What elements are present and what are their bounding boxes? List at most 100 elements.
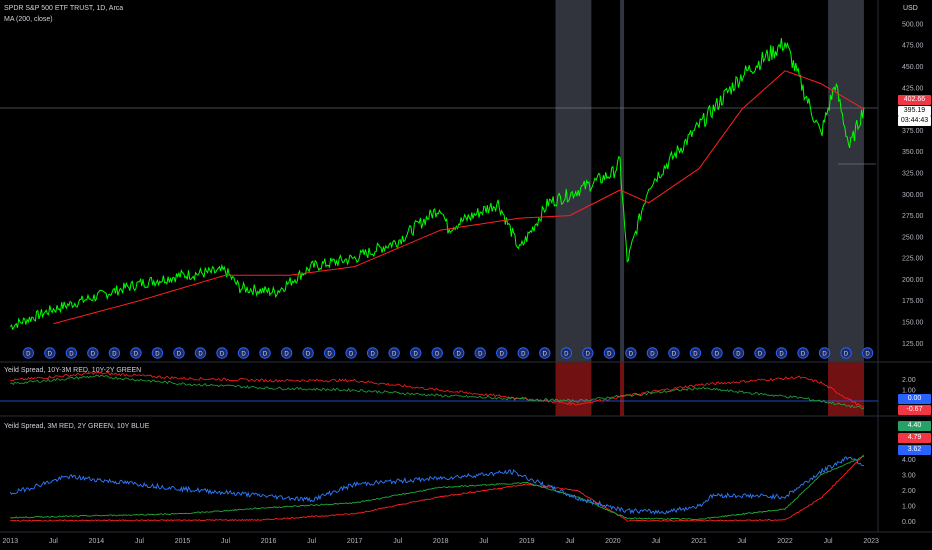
svg-text:D: D — [134, 352, 139, 358]
time-label-18: 2022 — [777, 538, 793, 545]
spread-line-10y-2y — [10, 374, 864, 410]
svg-text:D: D — [650, 352, 655, 358]
crosshair-time-tag: 03:44:43 — [898, 116, 931, 126]
dividend-marker-19: D — [431, 347, 443, 359]
time-label-9: Jul — [393, 538, 402, 545]
price-tick-15: 125.00 — [902, 341, 924, 348]
svg-text:D: D — [349, 352, 354, 358]
svg-text:D: D — [521, 352, 526, 358]
svg-text:D: D — [844, 352, 849, 358]
dividend-marker-21: D — [474, 347, 486, 359]
spread-line-10y-3m — [10, 371, 865, 409]
time-label-11: Jul — [479, 538, 488, 545]
recession-band-2 — [828, 0, 864, 416]
svg-text:D: D — [414, 352, 419, 358]
dividend-marker-37: D — [818, 347, 831, 359]
svg-text:D: D — [241, 352, 246, 358]
dividend-marker-16: D — [366, 347, 379, 359]
yield-legend[interactable]: Yeild Spread, 3M RED, 2Y GREEN, 10Y BLUE — [4, 423, 150, 430]
svg-text:D: D — [801, 352, 806, 358]
inversion-band-1 — [620, 362, 625, 416]
price-tick-1: 475.00 — [902, 43, 924, 50]
yield-line-10y — [9, 456, 865, 515]
dividend-marker-34: D — [754, 347, 766, 359]
price-tick-3: 425.00 — [902, 85, 924, 92]
dividend-marker-31: D — [689, 347, 702, 359]
yield-red-tag: 4.79 — [898, 433, 931, 443]
svg-text:D: D — [500, 352, 505, 358]
price-tick-8: 300.00 — [902, 192, 924, 199]
svg-text:D: D — [672, 352, 677, 358]
time-label-15: Jul — [651, 538, 660, 545]
svg-text:D: D — [865, 352, 870, 358]
dividend-marker-13: D — [302, 347, 314, 359]
svg-text:D: D — [607, 352, 612, 358]
dividend-marker-7: D — [173, 347, 185, 359]
time-label-16: 2021 — [691, 538, 707, 545]
time-label-13: Jul — [565, 538, 574, 545]
svg-text:D: D — [220, 352, 225, 358]
spread-blue-tag: 0.00 — [898, 394, 931, 404]
spread-legend[interactable]: Yeild Spread, 10Y-3M RED, 10Y-2Y GREEN — [4, 367, 142, 374]
inversion-band-0 — [555, 362, 592, 416]
dividend-marker-24: D — [539, 347, 551, 359]
dividend-marker-6: D — [151, 347, 164, 359]
dividend-marker-23: D — [517, 347, 529, 359]
yield-tick-0: 4.00 — [902, 457, 916, 464]
yield-green-tag: 4.40 — [898, 421, 931, 431]
svg-text:D: D — [26, 352, 31, 358]
time-label-12: 2019 — [519, 538, 535, 545]
dividend-marker-2: D — [65, 347, 78, 359]
dividend-marker-3: D — [87, 347, 99, 359]
symbol-legend[interactable]: SPDR S&P 500 ETF TRUST, 1D, Arca — [4, 5, 124, 12]
dividend-marker-39: D — [861, 347, 874, 359]
price-tick-0: 500.00 — [902, 21, 924, 28]
dividend-marker-28: D — [625, 347, 637, 359]
price-tick-9: 275.00 — [902, 213, 924, 220]
price-tick-14: 150.00 — [902, 320, 924, 327]
svg-text:D: D — [306, 352, 311, 358]
time-label-14: 2020 — [605, 538, 621, 545]
dividend-marker-35: D — [775, 347, 788, 359]
svg-text:D: D — [457, 352, 462, 358]
svg-text:D: D — [112, 352, 117, 358]
dividend-marker-32: D — [711, 347, 723, 359]
price-tick-5: 375.00 — [902, 128, 924, 135]
dividend-marker-20: D — [453, 347, 465, 359]
price-tick-10: 250.00 — [902, 234, 924, 241]
svg-text:D: D — [564, 352, 569, 358]
price-tick-7: 325.00 — [902, 170, 924, 177]
svg-text:D: D — [284, 352, 289, 358]
yield-tick-1: 3.00 — [902, 473, 916, 480]
yield-tick-3: 1.00 — [902, 504, 916, 511]
svg-text:D: D — [822, 352, 827, 358]
currency-label: USD — [903, 5, 918, 12]
svg-text:D: D — [370, 352, 375, 358]
dividend-marker-26: D — [582, 347, 594, 359]
price-tick-11: 225.00 — [902, 256, 924, 263]
svg-text:D: D — [177, 352, 182, 358]
dividend-marker-9: D — [216, 347, 228, 359]
dividend-marker-27: D — [603, 347, 616, 359]
crosshair-price-tag: 395.19 — [898, 106, 931, 116]
yield-line-3m — [10, 454, 865, 522]
dividend-marker-22: D — [496, 347, 508, 359]
spread-tick-1: 1.00 — [902, 388, 916, 395]
svg-text:D: D — [693, 352, 698, 358]
svg-text:D: D — [478, 352, 483, 358]
time-label-17: Jul — [738, 538, 747, 545]
svg-text:D: D — [543, 352, 548, 358]
dividend-marker-14: D — [323, 347, 336, 359]
dividend-marker-0: D — [22, 347, 35, 359]
time-label-19: Jul — [824, 538, 833, 545]
price-tick-2: 450.00 — [902, 64, 924, 71]
svg-text:D: D — [327, 352, 332, 358]
dividend-marker-25: D — [560, 347, 573, 359]
spread-red-tag: -0.67 — [898, 405, 931, 415]
dividend-marker-17: D — [388, 347, 400, 359]
dividend-marker-36: D — [797, 347, 809, 359]
time-label-0: 2013 — [3, 538, 19, 545]
time-label-3: Jul — [135, 538, 144, 545]
ma-legend[interactable]: MA (200, close) — [4, 16, 53, 23]
